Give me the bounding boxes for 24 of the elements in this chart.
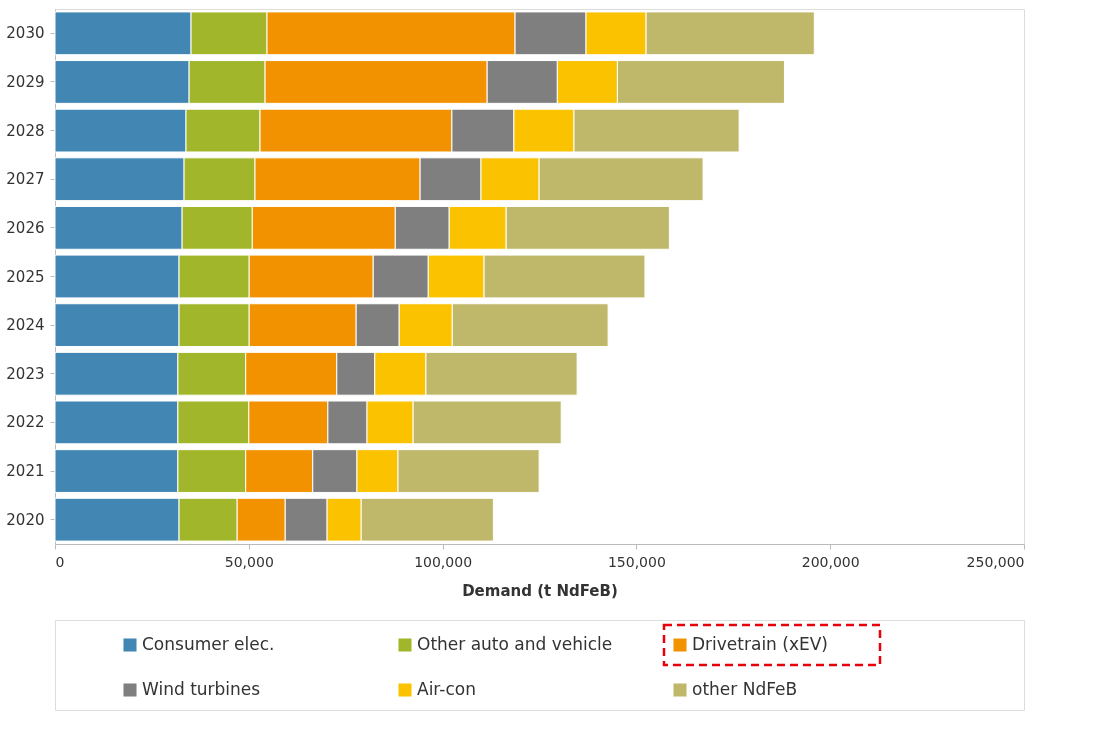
y-tick-label: 2020 <box>6 510 45 529</box>
y-tick-label: 2029 <box>6 72 45 91</box>
y-tick-label: 2027 <box>6 170 45 189</box>
y-tick-label: 2022 <box>6 413 45 432</box>
y-tick-label: 2021 <box>6 462 45 481</box>
y-tick-label: 2026 <box>6 218 45 237</box>
x-tick-label: 0 <box>55 553 65 570</box>
x-axis-title: Demand (t NdFeB) <box>462 581 618 600</box>
x-tick-label: 250,000 <box>966 553 1025 570</box>
y-tick-label: 2025 <box>6 267 45 286</box>
x-tick-label: 200,000 <box>801 553 860 570</box>
x-tick-label: 150,000 <box>607 553 666 570</box>
y-tick-label: 2028 <box>6 121 45 140</box>
legend-label: Air-con <box>417 679 476 699</box>
legend-label: Other auto and vehicle <box>417 634 613 654</box>
x-tick-label: 50,000 <box>224 553 274 570</box>
x-tick-label: 100,000 <box>414 553 473 570</box>
legend-label: Drivetrain (xEV) <box>692 634 828 654</box>
y-tick-label: 2023 <box>6 364 45 383</box>
legend-label: other NdFeB <box>692 679 798 699</box>
y-tick-label: 2030 <box>6 24 45 43</box>
legend-label: Wind turbines <box>142 679 261 699</box>
legend-label: Consumer elec. <box>142 634 275 654</box>
y-tick-label: 2024 <box>6 316 45 335</box>
